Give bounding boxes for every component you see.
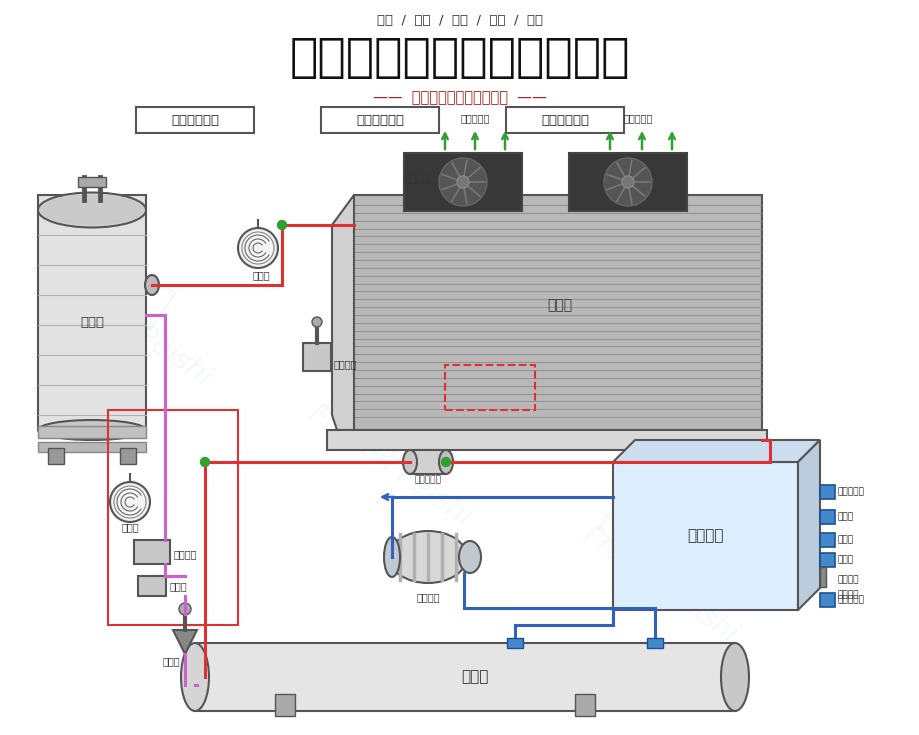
- Text: 冷却风机: 冷却风机: [403, 174, 429, 184]
- Text: 冷冻水出口: 冷冻水出口: [837, 595, 864, 604]
- Ellipse shape: [459, 541, 481, 573]
- Text: 压缩机: 压缩机: [80, 316, 104, 329]
- Text: Frozen Peishi: Frozen Peishi: [577, 521, 742, 648]
- Text: 冻 佩诗: 冻 佩诗: [319, 367, 440, 473]
- Bar: [410, 450, 446, 474]
- Circle shape: [441, 457, 450, 467]
- Bar: [302, 343, 331, 371]
- Bar: [819, 553, 834, 567]
- Bar: [819, 567, 825, 587]
- Bar: [819, 593, 834, 607]
- Text: 溢水口: 溢水口: [837, 536, 853, 545]
- Text: 冻 佩诗: 冻 佩诗: [60, 226, 180, 333]
- Bar: [134, 540, 170, 564]
- Text: 低压开关: 低压开关: [174, 549, 198, 559]
- Text: 水流开关: 水流开关: [837, 576, 858, 584]
- Circle shape: [110, 482, 150, 522]
- Text: 高压开关: 高压开关: [334, 359, 357, 369]
- Bar: [38, 442, 146, 452]
- Text: 高压表: 高压表: [252, 270, 269, 280]
- Text: Frozen Peishi: Frozen Peishi: [43, 259, 216, 392]
- Text: 补水口: 补水口: [837, 512, 853, 522]
- Circle shape: [312, 317, 322, 327]
- Text: ——  提供定制化制冷解决方案  ——: —— 提供定制化制冷解决方案 ——: [373, 90, 546, 105]
- Polygon shape: [326, 430, 766, 450]
- Bar: [403, 153, 521, 211]
- Ellipse shape: [720, 643, 748, 711]
- Text: 低压表: 低压表: [121, 522, 139, 532]
- Bar: [119, 448, 136, 464]
- Circle shape: [242, 232, 274, 264]
- Text: 膨胀阀: 膨胀阀: [162, 656, 180, 666]
- Polygon shape: [332, 195, 354, 430]
- Ellipse shape: [145, 275, 159, 295]
- Polygon shape: [336, 195, 761, 430]
- Text: 干燥过滤器: 干燥过滤器: [414, 475, 441, 484]
- Polygon shape: [173, 630, 197, 654]
- Text: 源头制造厂家: 源头制造厂家: [540, 113, 588, 126]
- Text: 蒸发器: 蒸发器: [460, 670, 488, 684]
- Ellipse shape: [383, 537, 400, 577]
- Bar: [574, 694, 595, 716]
- Text: 佩诗机电丨高质量的引领者: 佩诗机电丨高质量的引领者: [289, 36, 630, 81]
- Circle shape: [114, 486, 146, 518]
- Text: Frozen Peishi: Frozen Peishi: [303, 398, 476, 531]
- Ellipse shape: [181, 643, 209, 711]
- Text: 冷凝器: 冷凝器: [547, 298, 572, 312]
- Bar: [78, 177, 106, 187]
- Bar: [646, 638, 663, 648]
- Text: 感温探头: 感温探头: [837, 590, 858, 600]
- Ellipse shape: [403, 450, 416, 474]
- Bar: [506, 638, 522, 648]
- Bar: [38, 426, 146, 438]
- Bar: [445, 365, 535, 410]
- Text: 冷冻水入口: 冷冻水入口: [837, 487, 864, 497]
- Text: 加氟嘴: 加氟嘴: [170, 581, 187, 591]
- Bar: [612, 462, 797, 610]
- FancyBboxPatch shape: [505, 107, 623, 133]
- Circle shape: [200, 457, 210, 467]
- Ellipse shape: [389, 531, 467, 583]
- Polygon shape: [797, 440, 819, 610]
- Bar: [819, 533, 834, 547]
- Text: 冻 佩诗: 冻 佩诗: [592, 490, 707, 590]
- Circle shape: [621, 176, 633, 188]
- FancyBboxPatch shape: [136, 107, 254, 133]
- Ellipse shape: [38, 420, 146, 440]
- Bar: [38, 195, 146, 430]
- Ellipse shape: [40, 195, 144, 225]
- Circle shape: [179, 603, 191, 615]
- Bar: [195, 643, 734, 711]
- Text: 冷却风出口: 冷却风出口: [623, 113, 652, 123]
- Text: 研发  /  生产  /  销售  /  安装  /  售后: 研发 / 生产 / 销售 / 安装 / 售后: [377, 14, 542, 27]
- Circle shape: [238, 228, 278, 268]
- Circle shape: [438, 158, 486, 206]
- Text: 循环水箱: 循环水箱: [686, 528, 723, 543]
- Text: 出水口: 出水口: [837, 556, 853, 564]
- FancyBboxPatch shape: [321, 107, 438, 133]
- Ellipse shape: [38, 193, 146, 228]
- Ellipse shape: [438, 450, 452, 474]
- Bar: [108, 410, 238, 625]
- Text: 免费方案设计: 免费方案设计: [356, 113, 403, 126]
- Text: 专注工业制冷: 专注工业制冷: [171, 113, 219, 126]
- Circle shape: [604, 158, 652, 206]
- Circle shape: [457, 176, 469, 188]
- Text: 循环水泵: 循环水泵: [415, 592, 439, 602]
- Circle shape: [278, 220, 286, 229]
- Bar: [138, 576, 165, 596]
- Bar: [275, 694, 295, 716]
- Bar: [568, 153, 686, 211]
- Polygon shape: [612, 440, 819, 462]
- Bar: [48, 448, 64, 464]
- Bar: [819, 510, 834, 524]
- Text: 冷却风出口: 冷却风出口: [460, 113, 489, 123]
- Bar: [819, 485, 834, 499]
